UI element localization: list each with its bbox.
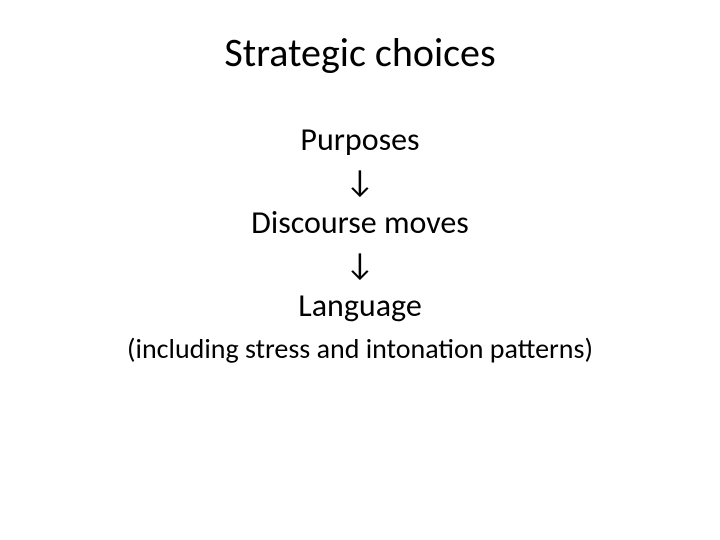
down-arrow-icon: ↓ [346,161,375,203]
down-arrow-icon: ↓ [346,244,375,286]
flow-step-discourse: Discourse moves [251,202,469,244]
flow-step-purposes: Purposes [300,119,419,161]
flow-diagram: Purposes ↓ Discourse moves ↓ Language (i… [127,119,593,366]
subtitle-text: (including stress and intonation pattern… [127,331,593,366]
flow-step-language: Language [298,285,422,327]
slide-title: Strategic choices [224,28,495,77]
